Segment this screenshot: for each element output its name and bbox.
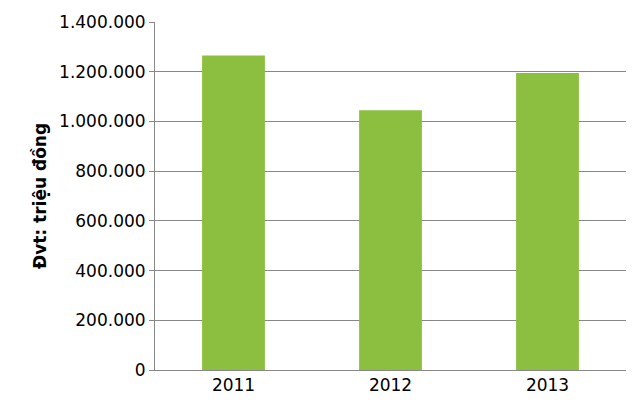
svg-text:200.000: 200.000 <box>75 310 145 330</box>
svg-text:Đvt: triệu đồng: Đvt: triệu đồng <box>30 123 50 269</box>
svg-text:2013: 2013 <box>526 375 569 395</box>
svg-text:2011: 2011 <box>212 375 255 395</box>
svg-text:1.000.000: 1.000.000 <box>59 111 146 131</box>
svg-text:1.400.000: 1.400.000 <box>59 12 146 32</box>
svg-text:0: 0 <box>135 360 146 380</box>
svg-text:400.000: 400.000 <box>75 261 145 281</box>
svg-text:600.000: 600.000 <box>75 211 145 231</box>
svg-text:1.200.000: 1.200.000 <box>59 62 146 82</box>
svg-text:2012: 2012 <box>369 375 412 395</box>
svg-text:800.000: 800.000 <box>75 161 145 181</box>
